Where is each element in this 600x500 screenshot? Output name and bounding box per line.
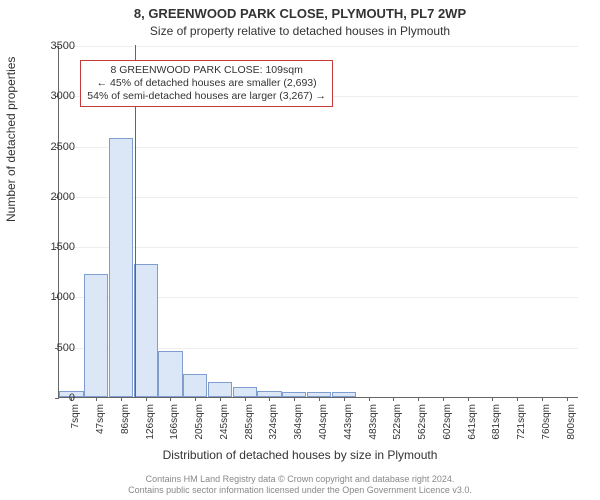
title-line-1: 8, GREENWOOD PARK CLOSE, PLYMOUTH, PL7 2… (0, 6, 600, 21)
x-tick-label: 522sqm (392, 404, 403, 454)
x-tick-mark (567, 397, 568, 401)
histogram-bar (208, 382, 232, 397)
x-tick-mark (294, 397, 295, 401)
x-tick-label: 760sqm (541, 404, 552, 454)
x-tick-mark (542, 397, 543, 401)
x-tick-mark (220, 397, 221, 401)
x-tick-mark (492, 397, 493, 401)
histogram-bar (109, 138, 133, 397)
x-tick-label: 483sqm (368, 404, 379, 454)
x-tick-label: 641sqm (467, 404, 478, 454)
x-tick-label: 86sqm (120, 404, 131, 454)
x-tick-mark (121, 397, 122, 401)
x-tick-label: 205sqm (194, 404, 205, 454)
x-tick-label: 245sqm (219, 404, 230, 454)
y-axis-label: Number of detached properties (4, 57, 18, 222)
footer-line-1: Contains HM Land Registry data © Crown c… (0, 474, 600, 485)
histogram-bar (134, 264, 158, 397)
x-tick-label: 324sqm (268, 404, 279, 454)
x-tick-mark (517, 397, 518, 401)
x-tick-label: 364sqm (293, 404, 304, 454)
x-tick-label: 562sqm (417, 404, 428, 454)
y-tick-label: 500 (35, 342, 75, 354)
annotation-box: 8 GREENWOOD PARK CLOSE: 109sqm ← 45% of … (80, 60, 333, 107)
title-line-2: Size of property relative to detached ho… (0, 24, 600, 38)
x-tick-label: 126sqm (145, 404, 156, 454)
x-axis-label: Distribution of detached houses by size … (0, 448, 600, 462)
y-tick-label: 2000 (35, 191, 75, 203)
y-tick-label: 2500 (35, 141, 75, 153)
gridline (59, 147, 578, 148)
y-tick-label: 1000 (35, 291, 75, 303)
y-tick-label: 1500 (35, 241, 75, 253)
x-tick-label: 404sqm (318, 404, 329, 454)
gridline (59, 197, 578, 198)
x-tick-mark (468, 397, 469, 401)
gridline (59, 46, 578, 47)
x-tick-label: 602sqm (442, 404, 453, 454)
x-tick-mark (344, 397, 345, 401)
x-tick-mark (170, 397, 171, 401)
footer: Contains HM Land Registry data © Crown c… (0, 474, 600, 496)
x-tick-mark (369, 397, 370, 401)
x-tick-label: 443sqm (343, 404, 354, 454)
x-tick-label: 800sqm (566, 404, 577, 454)
x-tick-label: 166sqm (169, 404, 180, 454)
y-tick-label: 3500 (35, 40, 75, 52)
x-tick-label: 681sqm (491, 404, 502, 454)
y-tick-label: 0 (35, 392, 75, 404)
x-tick-label: 7sqm (70, 404, 81, 454)
x-tick-mark (393, 397, 394, 401)
histogram-bar (233, 387, 257, 397)
annotation-line-2: ← 45% of detached houses are smaller (2,… (87, 77, 326, 90)
x-tick-mark (418, 397, 419, 401)
x-tick-mark (195, 397, 196, 401)
histogram-bar (84, 274, 108, 397)
x-tick-mark (443, 397, 444, 401)
annotation-line-1: 8 GREENWOOD PARK CLOSE: 109sqm (87, 64, 326, 77)
figure: 8, GREENWOOD PARK CLOSE, PLYMOUTH, PL7 2… (0, 0, 600, 500)
x-tick-label: 285sqm (244, 404, 255, 454)
gridline (59, 247, 578, 248)
x-tick-label: 721sqm (516, 404, 527, 454)
y-tick-label: 3000 (35, 90, 75, 102)
histogram-bar (158, 351, 182, 397)
x-tick-mark (96, 397, 97, 401)
x-tick-label: 47sqm (95, 404, 106, 454)
annotation-line-3: 54% of semi-detached houses are larger (… (87, 90, 326, 103)
x-tick-mark (245, 397, 246, 401)
histogram-bar (183, 374, 207, 397)
footer-line-2: Contains public sector information licen… (0, 485, 600, 496)
x-tick-mark (146, 397, 147, 401)
x-tick-mark (269, 397, 270, 401)
x-tick-mark (319, 397, 320, 401)
